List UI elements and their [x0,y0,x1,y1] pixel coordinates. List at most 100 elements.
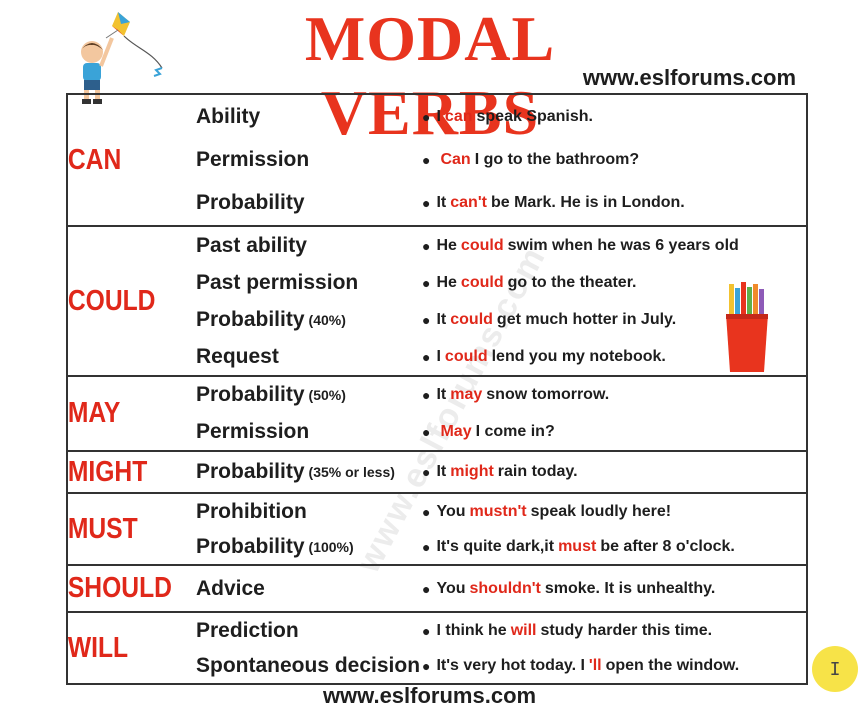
example-sentence: ● It may snow tomorrow. [422,386,806,404]
example-text: You [436,502,466,520]
verb-row-should: SHOULD Advice ● You shouldn't smoke. It is un… [67,565,807,612]
example-text: rain today. [497,463,578,480]
text-cursor-icon: I [829,658,841,680]
example-text: It [436,386,447,404]
example-text: snow tomorrow. [486,386,610,404]
usage-item: Permission [196,148,422,172]
usage-list: Probability (50%) Permission [196,376,422,451]
example-text: open the window. [605,656,740,674]
site-url-top[interactable]: www.eslforums.com [582,65,796,90]
highlighted-modal: can't [450,194,487,212]
usage-item: Probability (35% or less) [196,460,422,484]
example-text: It [436,194,447,212]
usage-label: Request [196,344,279,368]
example-text: I think he [436,621,507,639]
example-text: be after 8 o'clock. [600,537,735,555]
highlighted-modal: could [450,310,493,328]
highlighted-modal: may [450,386,483,404]
example-text: speak loudly here! [530,502,672,520]
example-sentence: ● I think he will study harder this time. [422,622,806,640]
pencil-cup-illustration [722,282,772,379]
bullet-icon: ● [422,657,431,674]
example-text: I come in? [475,422,555,440]
bullet-icon: ● [422,622,431,639]
usage-list: Past ability Past permission Probability (4… [196,226,422,376]
example-text: I [436,347,441,365]
example-list: ● I think he will study harder this time. ● I… [422,612,807,684]
highlighted-modal: will [510,621,537,639]
usage-label: Probability [196,307,305,331]
example-text: go to the theater. [507,273,637,291]
verb-row-might: MIGHT Probability (35% or less) ● It might rai… [67,451,807,493]
example-text: get much hotter in July. [496,310,677,328]
verb-row-will: WILL Prediction Spontaneous decision ● I thi… [67,612,807,684]
highlighted-modal: mustn't [469,502,527,520]
usage-item: Probability (40%) [196,308,422,332]
modal-verb-label: MUST [67,512,138,545]
example-text: be Mark. He is in London. [490,194,685,212]
usage-label: Probability [196,383,305,407]
usage-item: Past ability [196,234,422,258]
bullet-icon: ● [422,580,431,597]
boy-flying-kite-icon [81,12,163,104]
usage-item: Advice [196,577,422,601]
usage-item: Permission [196,420,422,444]
highlighted-modal: must [558,537,597,555]
usage-label: Past permission [196,270,359,294]
example-text: He [436,273,457,291]
bullet-icon: ● [422,464,431,480]
example-text: lend you my notebook. [491,347,666,365]
modal-verb-label: MIGHT [67,455,148,488]
example-text: It [436,463,447,480]
example-sentence: ● You mustn't speak loudly here! [422,503,806,521]
usage-list: Advice [196,565,422,612]
bullet-icon: ● [422,311,431,328]
example-sentence: ● It can't be Mark. He is in London. [422,194,806,212]
usage-note: (35% or less) [308,464,395,480]
example-text: I [436,107,441,125]
example-list: ● It may snow tomorrow. ● May I come in? [422,376,807,451]
usage-label: Permission [196,147,310,171]
example-sentence: ● It could get much hotter in July. [422,311,806,329]
usage-item: Request [196,345,422,369]
site-url-bottom[interactable]: www.eslforums.com [322,683,537,708]
bullet-icon: ● [422,237,431,254]
example-sentence: ● May I come in? [422,423,806,441]
highlighted-modal: could [444,347,488,365]
bullet-icon: ● [422,274,431,291]
bullet-icon: ● [422,108,431,125]
example-sentence: ● It's very hot today. I'll open the windo… [422,657,806,675]
usage-note: (100%) [308,538,354,555]
example-list: ● You shouldn't smoke. It is unhealthy. [422,565,807,612]
usage-item: Probability [196,191,422,215]
modal-verb-label: COULD [67,284,156,317]
bullet-icon: ● [422,195,431,212]
example-sentence: ● It's quite dark,it must be after 8 o'cloc… [422,538,806,556]
bullet-icon: ● [422,538,431,555]
usage-label: Probability [196,460,305,483]
usage-item: Spontaneous decision [196,654,422,678]
usage-list: Probability (35% or less) [196,451,422,493]
example-text: It [436,310,447,328]
usage-list: Prediction Spontaneous decision [196,612,422,684]
usage-label: Advice [196,576,265,600]
mouse-cursor-highlight: I [812,646,858,692]
kid-with-kite-illustration [66,8,186,113]
usage-label: Permission [196,419,310,443]
usage-item: Probability (100%) [196,535,422,559]
highlighted-modal: 'll [588,656,602,674]
usage-note: (50%) [308,387,346,404]
page-title: MODAL VERBS [304,3,556,148]
example-sentence: ● He could swim when he was 6 years old [422,237,806,255]
modal-verb-label: WILL [67,631,129,664]
usage-label: Probability [196,534,305,558]
bullet-icon: ● [422,387,431,404]
usage-item: Past permission [196,271,422,295]
modal-verb-label: CAN [67,143,122,176]
usage-list: Prohibition Probability (100%) [196,493,422,565]
